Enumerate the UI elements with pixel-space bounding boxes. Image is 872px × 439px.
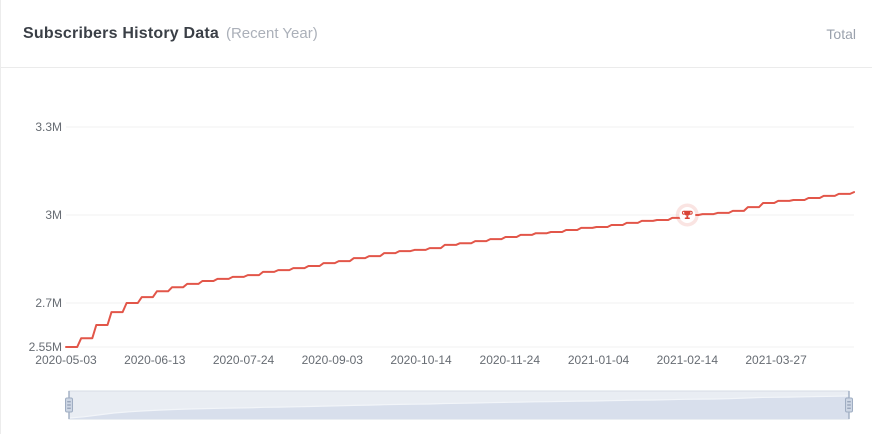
- x-axis-label: 2020-10-14: [390, 353, 452, 367]
- datazoom-shadow: [69, 396, 849, 419]
- page-subtitle: (Recent Year): [225, 24, 318, 42]
- x-axis-label: 2020-05-03: [35, 353, 97, 367]
- x-axis-label: 2021-01-04: [568, 353, 630, 367]
- chart-area: 3.3M 3M 2.7M 2.55M 2020-05-03 2020-06-13 2020-…: [1, 68, 872, 434]
- x-axis-label: 2021-03-27: [745, 353, 807, 367]
- y-axis-label: 3.3M: [35, 120, 62, 134]
- series-line-total[interactable]: [65, 191, 855, 348]
- title-group: Subscribers History Data (Recent Year): [23, 25, 318, 43]
- trophy-icon: [681, 210, 693, 219]
- x-axis-label: 2021-02-14: [657, 353, 719, 367]
- y-axis: 3.3M 3M 2.7M 2.55M: [29, 120, 854, 354]
- y-axis-label: 2.55M: [29, 340, 62, 354]
- x-axis-label: 2020-07-24: [213, 353, 275, 367]
- y-axis-label: 2.7M: [35, 296, 62, 310]
- x-axis: 2020-05-03 2020-06-13 2020-07-24 2020-09-03…: [35, 353, 807, 367]
- left-zoom-handle[interactable]: [65, 391, 73, 419]
- datazoom-slider[interactable]: [65, 390, 853, 420]
- page-title: Subscribers History Data: [23, 24, 219, 42]
- datazoom-shadow-edge: [68, 395, 850, 419]
- milestone-marker[interactable]: [675, 203, 699, 227]
- card-header: Subscribers History Data (Recent Year) T…: [1, 0, 872, 68]
- x-axis-label: 2020-06-13: [124, 353, 186, 367]
- right-zoom-handle[interactable]: [845, 391, 853, 419]
- legend-item-total[interactable]: Total: [826, 25, 856, 42]
- x-axis-label: 2020-11-24: [480, 353, 541, 367]
- x-axis-label: 2020-09-03: [302, 353, 364, 367]
- y-axis-label: 3M: [45, 208, 62, 222]
